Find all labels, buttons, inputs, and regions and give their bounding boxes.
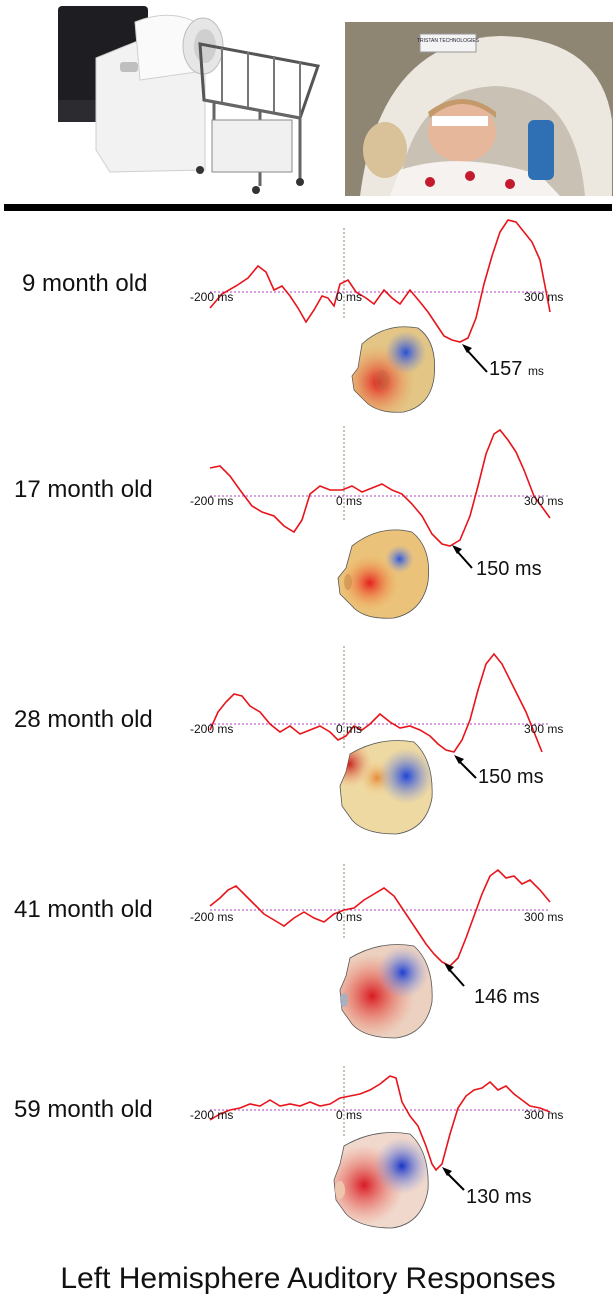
waveform-plot (209, 646, 550, 779)
meg-system-render (58, 6, 320, 194)
tick-label: 0 ms (336, 722, 363, 736)
peak-latency-label: 130 ms (466, 1186, 532, 1208)
peak-arrow (457, 759, 477, 779)
head-topography-map (333, 1132, 429, 1229)
age-label: 9 month old (22, 270, 148, 297)
header-images: TRISTAN TECHNOLOGIES (58, 6, 613, 196)
peak-arrow (465, 348, 488, 373)
panel-9-month: 9 month old -200 ms 0 ms 300 ms 157 ms (0, 219, 616, 420)
section-divider (4, 204, 612, 211)
peak-arrowhead (442, 1167, 452, 1176)
waveform-plot (209, 219, 551, 373)
child-scan-photo: TRISTAN TECHNOLOGIES (345, 22, 613, 196)
tick-label: 300 ms (524, 290, 564, 304)
waveform-plot (209, 864, 551, 987)
tick-label: -200 ms (190, 910, 234, 924)
peak-arrowhead (444, 963, 454, 972)
peak-arrow (445, 1171, 465, 1191)
waveform-plot (209, 1066, 551, 1191)
age-label: 28 month old (14, 706, 153, 733)
tick-label: -200 ms (190, 1108, 234, 1122)
scanner-brand-label: TRISTAN TECHNOLOGIES (417, 38, 480, 44)
peak-latency-label: 157 ms (489, 358, 544, 380)
tick-label: 0 ms (336, 1108, 363, 1122)
peak-latency-label: 150 ms (476, 558, 542, 580)
peak-latency-label: 150 ms (478, 766, 544, 788)
meg-waveform (209, 219, 551, 343)
peak-arrowhead (454, 755, 464, 764)
meg-waveform (209, 868, 551, 967)
peak-arrowhead (452, 545, 462, 554)
age-label: 17 month old (14, 476, 153, 503)
head-topography-map (337, 529, 430, 619)
peak-arrowhead (462, 344, 472, 353)
panel-17-month: 17 month old -200 ms 0 ms 300 ms 150 ms (0, 420, 616, 620)
tick-label: 300 ms (524, 494, 564, 508)
tick-label: 300 ms (524, 722, 564, 736)
panel-41-month: 41 month old -200 ms 0 ms 300 ms 146 ms (0, 860, 616, 1060)
head-topography-map (339, 740, 433, 835)
panel-59-month: 59 month old -200 ms 0 ms 300 ms 130 ms (0, 1060, 616, 1260)
meg-waveform (209, 1075, 551, 1172)
tick-label: -200 ms (190, 494, 234, 508)
tick-label: 300 ms (524, 910, 564, 924)
figure-title: Left Hemisphere Auditory Responses (60, 1262, 556, 1295)
tick-label: 0 ms (336, 494, 363, 508)
tick-label: -200 ms (190, 722, 234, 736)
tick-label: 300 ms (524, 1108, 564, 1122)
panel-28-month: 28 month old -200 ms 0 ms 300 ms 150 ms (0, 640, 616, 840)
peak-latency-label: 146 ms (474, 986, 540, 1008)
tick-label: 0 ms (336, 910, 363, 924)
meg-waveform (209, 652, 543, 753)
tick-label: 0 ms (336, 290, 363, 304)
head-topography-map (339, 944, 433, 1039)
meg-waveform (209, 428, 551, 547)
tick-label: -200 ms (190, 290, 234, 304)
peak-arrow (455, 549, 473, 569)
age-label: 59 month old (14, 1096, 153, 1123)
waveform-plot (209, 426, 551, 569)
head-topography-map (351, 326, 436, 413)
peak-arrow (447, 967, 465, 987)
age-label: 41 month old (14, 896, 153, 923)
